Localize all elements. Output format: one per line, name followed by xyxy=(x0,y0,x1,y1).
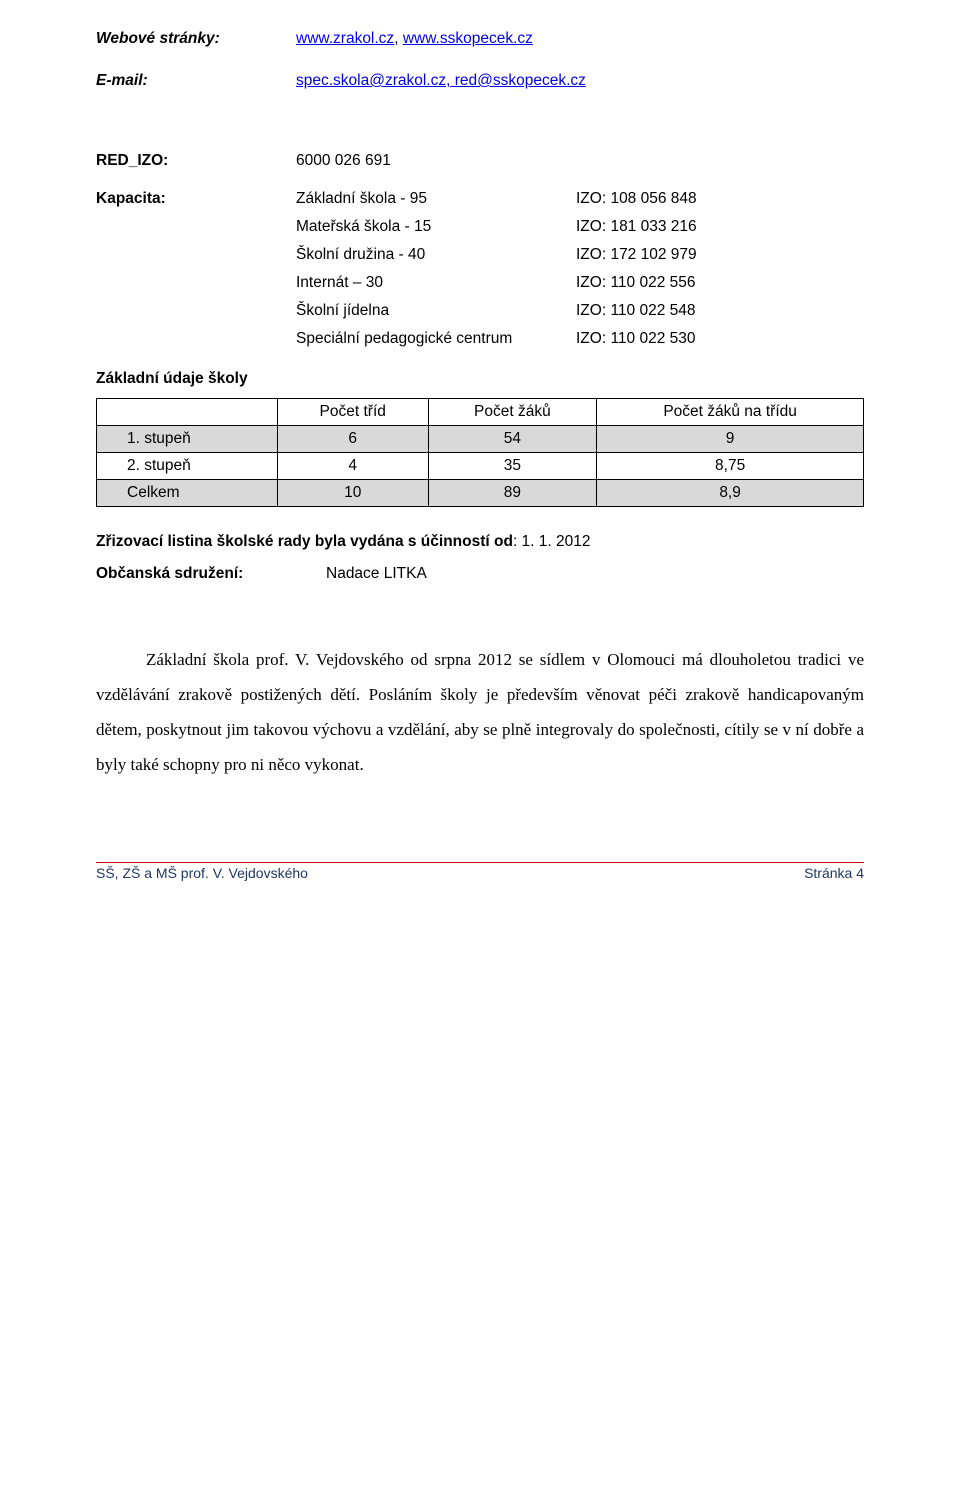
web-value: www.zrakol.cz, www.sskopecek.cz xyxy=(296,30,533,48)
kapacita-item: Mateřská škola - 15IZO: 181 033 216 xyxy=(296,218,864,236)
stats-table: Počet třídPočet žákůPočet žáků na třídu … xyxy=(96,398,864,507)
kapacita-item-izo: IZO: 172 102 979 xyxy=(576,246,697,264)
kapacita-item: Školní jídelnaIZO: 110 022 548 xyxy=(296,302,864,320)
table-cell: 2. stupeň xyxy=(97,453,278,480)
redizo-label: RED_IZO: xyxy=(96,152,296,170)
footer-rule xyxy=(96,862,864,863)
email-value: spec.skola@zrakol.cz, red@sskopecek.cz xyxy=(296,72,586,90)
table-row: Celkem10898,9 xyxy=(97,480,864,507)
web-link-1[interactable]: www.zrakol.cz xyxy=(296,30,394,47)
table-header-cell: Počet žáků xyxy=(428,399,597,426)
table-cell: 8,75 xyxy=(597,453,864,480)
kapacita-item-name: Internát – 30 xyxy=(296,274,576,292)
table-cell: 89 xyxy=(428,480,597,507)
redizo-value: 6000 026 691 xyxy=(296,152,391,170)
email-row: E-mail: spec.skola@zrakol.cz, red@sskope… xyxy=(96,72,864,90)
table-cell: 4 xyxy=(277,453,428,480)
table-header-cell: Počet tříd xyxy=(277,399,428,426)
redizo-row: RED_IZO: 6000 026 691 xyxy=(96,152,864,170)
table-cell: 1. stupeň xyxy=(97,426,278,453)
kapacita-item-izo: IZO: 110 022 530 xyxy=(576,330,696,348)
email-link-2[interactable]: red@sskopecek.cz xyxy=(450,72,585,89)
kapacita-row: Kapacita: Základní škola - 95IZO: 108 05… xyxy=(96,190,864,358)
table-cell: Celkem xyxy=(97,480,278,507)
table-cell: 54 xyxy=(428,426,597,453)
table-cell: 35 xyxy=(428,453,597,480)
kapacita-item-izo: IZO: 108 056 848 xyxy=(576,190,697,208)
kapacita-item-name: Školní jídelna xyxy=(296,302,576,320)
kapacita-item: Speciální pedagogické centrumIZO: 110 02… xyxy=(296,330,864,348)
zrizovaci-value: : 1. 1. 2012 xyxy=(513,533,591,550)
page-footer: SŠ, ZŠ a MŠ prof. V. Vejdovského Stránka… xyxy=(96,862,864,881)
email-link-1[interactable]: spec.skola@zrakol.cz, xyxy=(296,72,450,89)
web-row: Webové stránky: www.zrakol.cz, www.sskop… xyxy=(96,30,864,48)
web-label: Webové stránky: xyxy=(96,30,296,48)
zakladni-udaje-heading: Základní údaje školy xyxy=(96,370,864,388)
kapacita-item-izo: IZO: 110 022 556 xyxy=(576,274,696,292)
email-label: E-mail: xyxy=(96,72,296,90)
zrizovaci-label: Zřizovací listina školské rady byla vydá… xyxy=(96,533,513,550)
zrizovaci-row: Zřizovací listina školské rady byla vydá… xyxy=(96,533,864,551)
kapacita-item-name: Školní družina - 40 xyxy=(296,246,576,264)
table-body: 1. stupeň65492. stupeň4358,75Celkem10898… xyxy=(97,426,864,507)
table-cell: 9 xyxy=(597,426,864,453)
kapacita-label: Kapacita: xyxy=(96,190,296,208)
kapacita-item: Základní škola - 95IZO: 108 056 848 xyxy=(296,190,864,208)
table-header-cell: Počet žáků na třídu xyxy=(597,399,864,426)
table-header-cell xyxy=(97,399,278,426)
body-paragraph-text: Základní škola prof. V. Vejdovského od s… xyxy=(96,650,864,774)
table-row: 1. stupeň6549 xyxy=(97,426,864,453)
obcanska-row: Občanská sdružení: Nadace LITKA xyxy=(96,565,864,583)
web-link-2[interactable]: www.sskopecek.cz xyxy=(403,30,533,47)
kapacita-item: Internát – 30IZO: 110 022 556 xyxy=(296,274,864,292)
kapacita-item-name: Základní škola - 95 xyxy=(296,190,576,208)
body-paragraph: Základní škola prof. V. Vejdovského od s… xyxy=(96,643,864,782)
web-sep: , xyxy=(394,30,403,47)
kapacita-item-izo: IZO: 181 033 216 xyxy=(576,218,697,236)
table-header-row: Počet třídPočet žákůPočet žáků na třídu xyxy=(97,399,864,426)
obcanska-label: Občanská sdružení: xyxy=(96,565,326,583)
kapacita-list: Základní škola - 95IZO: 108 056 848Mateř… xyxy=(296,190,864,348)
kapacita-item-name: Mateřská škola - 15 xyxy=(296,218,576,236)
kapacita-item-name: Speciální pedagogické centrum xyxy=(296,330,576,348)
kapacita-item-izo: IZO: 110 022 548 xyxy=(576,302,696,320)
kapacita-item: Školní družina - 40IZO: 172 102 979 xyxy=(296,246,864,264)
footer-left: SŠ, ZŠ a MŠ prof. V. Vejdovského xyxy=(96,865,308,881)
table-cell: 6 xyxy=(277,426,428,453)
footer-right: Stránka 4 xyxy=(804,865,864,881)
obcanska-value: Nadace LITKA xyxy=(326,565,427,583)
table-cell: 10 xyxy=(277,480,428,507)
table-cell: 8,9 xyxy=(597,480,864,507)
table-row: 2. stupeň4358,75 xyxy=(97,453,864,480)
